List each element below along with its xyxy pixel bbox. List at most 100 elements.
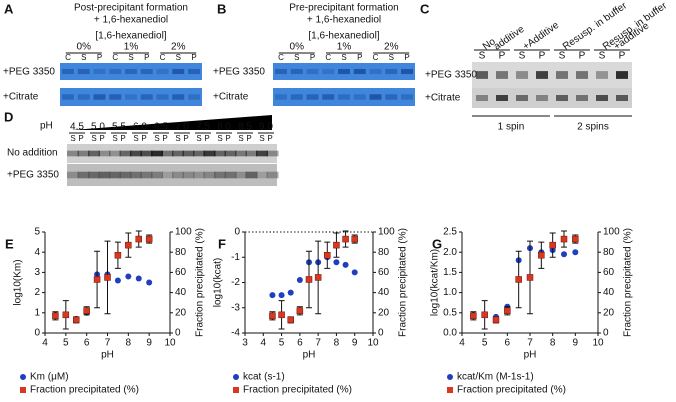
gel-band <box>224 150 237 157</box>
data-point <box>278 311 285 319</box>
x-tick-label: 8 <box>126 338 132 349</box>
lane-label: S <box>133 134 138 143</box>
gel-band <box>140 94 153 100</box>
x-tick-label: 4 <box>42 338 48 349</box>
gel-band <box>172 94 185 100</box>
gel-band <box>256 171 268 179</box>
panel-title: + 1,6-hexanediol <box>307 15 381 26</box>
gel-band <box>98 150 111 157</box>
y2-tick-label: 40 <box>378 287 390 298</box>
gel-band <box>67 150 79 157</box>
data-point <box>351 269 358 276</box>
data-point <box>549 241 556 249</box>
lane-label: S <box>479 51 486 62</box>
gel-band <box>616 71 628 79</box>
gel-band <box>401 94 413 100</box>
gel-band <box>338 68 350 75</box>
y2-tick-label: 0 <box>603 328 609 339</box>
gel-band <box>516 71 528 79</box>
gel-strip <box>472 62 632 88</box>
gel-band <box>576 71 588 79</box>
y2-tick-label: 80 <box>378 247 390 258</box>
y-tick-label: 1.0 <box>443 287 457 298</box>
gel-band <box>188 68 200 75</box>
data-point <box>269 292 276 299</box>
gel-band <box>172 150 184 157</box>
lane-label: P <box>204 134 209 143</box>
gel-band <box>156 94 169 100</box>
gel-band <box>140 171 153 179</box>
data-point <box>470 312 477 320</box>
row-label: +Citrate <box>3 92 39 103</box>
gel-band <box>161 171 174 179</box>
gel-band <box>161 150 174 157</box>
gel-band <box>214 171 226 179</box>
data-point <box>333 241 340 249</box>
group-label: 0% <box>77 42 92 53</box>
ph-label: 8.0 <box>217 122 231 133</box>
lane-label: C <box>65 53 71 62</box>
x-axis-title: pH <box>303 350 316 361</box>
row-label: +Citrate <box>213 92 249 103</box>
y2-tick-label: 60 <box>378 267 390 278</box>
y2-axis-title: Fraction precipitated (%) <box>623 228 634 337</box>
gel-band <box>338 94 350 100</box>
panel-title: Pre-precipitant formation <box>289 3 399 14</box>
ph-label: 4.5 <box>70 122 84 133</box>
axis-label: pH <box>40 121 53 132</box>
y2-tick-label: 100 <box>175 227 192 238</box>
panel-title: + 1,6-hexanediol <box>94 15 168 26</box>
data-point <box>104 274 111 281</box>
x-tick-label: 8 <box>550 338 556 349</box>
gel-band <box>496 71 508 79</box>
data-point <box>526 274 534 281</box>
gel-band <box>203 150 216 157</box>
gel-band <box>596 95 608 101</box>
x-tick-label: 7 <box>105 338 111 349</box>
gel-band <box>306 68 319 75</box>
row-label: +PEG 3350 <box>7 170 59 181</box>
gel-band <box>266 150 279 157</box>
lane-label: S <box>175 134 180 143</box>
gel-band <box>109 68 122 75</box>
gel-band <box>576 95 588 101</box>
ph-label: 7.0 <box>175 122 189 133</box>
lane-label: S <box>341 53 346 62</box>
data-point <box>538 251 545 259</box>
x-tick-label: 10 <box>367 338 379 349</box>
y2-tick-label: 20 <box>175 307 187 318</box>
gel-band <box>235 171 247 179</box>
ph-label: 6.0 <box>133 122 147 133</box>
gel-band <box>385 68 398 75</box>
gel-band <box>193 171 205 179</box>
lane-label: C <box>325 53 331 62</box>
x-tick-label: 6 <box>505 338 511 349</box>
data-point <box>561 251 567 258</box>
gel-band <box>88 150 100 157</box>
gel-band <box>156 68 169 75</box>
gel-band <box>596 71 608 79</box>
row-label: +PEG 3350 <box>3 67 55 78</box>
gel-band <box>77 171 90 179</box>
x-tick-label: 5 <box>63 338 69 349</box>
legend-marker <box>20 387 26 393</box>
group-label: 2% <box>384 42 399 53</box>
data-point <box>342 235 349 243</box>
row-label: No addition <box>7 148 58 159</box>
data-point <box>114 277 121 284</box>
data-point <box>269 312 276 320</box>
group-label: 1% <box>124 42 139 53</box>
lane-label: P <box>97 53 102 62</box>
gel-band <box>93 94 106 100</box>
y2-tick-label: 0 <box>378 328 384 339</box>
legend-marker <box>233 374 239 380</box>
ph-label: 6.5 <box>154 122 168 133</box>
lane-label: P <box>144 53 149 62</box>
lane-label: S <box>599 51 606 62</box>
lane-label: P <box>120 134 125 143</box>
y-tick-label: -2 <box>231 277 240 288</box>
row-label: +PEG 3350 <box>425 70 477 81</box>
y2-tick-label: 0 <box>175 328 181 339</box>
y-tick-label: 0 <box>34 328 40 339</box>
